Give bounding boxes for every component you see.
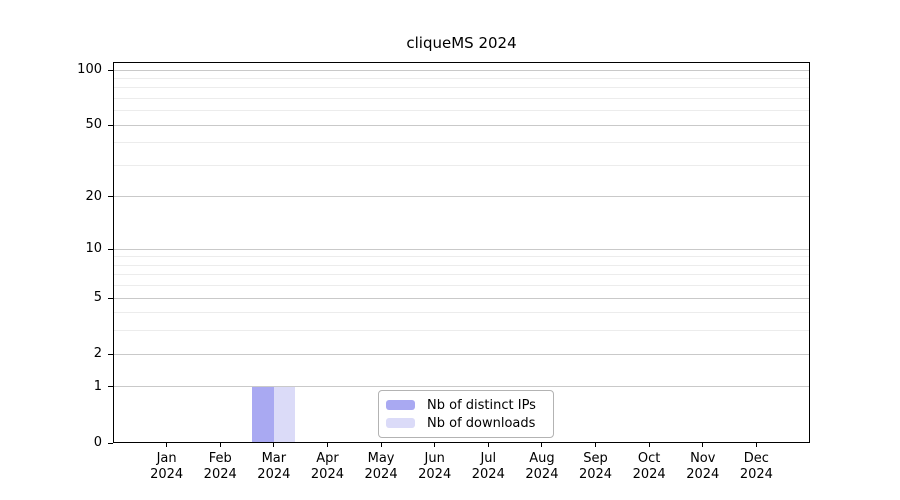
gridline-major: [113, 124, 810, 126]
x-tick: [702, 443, 704, 447]
x-tick: [487, 443, 489, 447]
y-tick-label: 10: [85, 241, 102, 257]
x-tick-label: Mar 2024: [257, 451, 291, 482]
y-tick-label: 20: [85, 188, 102, 204]
x-tick-label: Jun 2024: [418, 451, 452, 482]
bar-distinct-ips: [252, 386, 274, 443]
gridline-minor: [113, 274, 810, 276]
gridline-minor: [113, 87, 810, 89]
x-tick-label: Dec 2024: [739, 451, 773, 482]
y-tick: [108, 124, 113, 126]
y-tick-label: 0: [93, 435, 102, 450]
x-tick-label: Jul 2024: [471, 451, 505, 482]
x-tick: [434, 443, 436, 447]
legend-label-downloads: Nb of downloads: [427, 415, 536, 431]
x-tick: [595, 443, 597, 447]
bar-downloads: [273, 386, 296, 443]
x-tick-label: Apr 2024: [310, 451, 344, 482]
gridline-minor: [113, 142, 810, 144]
x-tick: [380, 443, 382, 447]
x-tick: [648, 443, 650, 447]
y-tick: [108, 196, 113, 198]
gridline-minor: [113, 164, 810, 166]
chart-title: cliqueMS 2024: [406, 34, 517, 52]
x-tick-label: Feb 2024: [203, 451, 237, 482]
x-tick: [541, 443, 543, 447]
gridline-minor: [113, 312, 810, 314]
legend-item-distinct-ips: Nb of distinct IPs: [386, 398, 546, 413]
y-tick: [108, 248, 113, 250]
y-tick: [108, 442, 113, 444]
y-tick-label: 100: [77, 62, 102, 77]
legend: Nb of distinct IPs Nb of downloads: [378, 390, 554, 438]
gridline-major: [113, 386, 810, 388]
gridline-minor: [113, 97, 810, 99]
y-tick: [108, 386, 113, 388]
gridline-minor: [113, 256, 810, 258]
gridline-major: [113, 69, 810, 71]
legend-label-distinct-ips: Nb of distinct IPs: [427, 397, 536, 413]
gridline-major: [113, 248, 810, 250]
x-tick-label: Jan 2024: [150, 451, 184, 482]
x-tick-label: Sep 2024: [578, 451, 613, 482]
gridline-minor: [113, 264, 810, 266]
y-tick: [108, 353, 113, 355]
y-tick-label: 5: [93, 290, 102, 306]
x-tick-label: May 2024: [364, 451, 398, 482]
x-tick: [755, 443, 757, 447]
legend-swatch-distinct-ips: [386, 400, 415, 410]
y-tick-label: 50: [85, 117, 102, 133]
gridline-major: [113, 353, 810, 355]
gridline-minor: [113, 110, 810, 112]
x-tick: [166, 443, 168, 447]
x-tick: [219, 443, 221, 447]
x-tick-label: Aug 2024: [525, 451, 559, 482]
legend-swatch-downloads: [386, 418, 415, 428]
gridline-minor: [113, 77, 810, 79]
gridline-major: [113, 297, 810, 299]
legend-item-downloads: Nb of downloads: [386, 416, 546, 431]
y-tick: [108, 69, 113, 71]
x-tick-label: Oct 2024: [632, 451, 666, 482]
y-tick-label: 1: [93, 378, 102, 394]
gridline-major: [113, 196, 810, 198]
y-tick: [108, 297, 113, 299]
gridline-minor: [113, 330, 810, 332]
x-tick: [326, 443, 328, 447]
gridline-minor: [113, 285, 810, 287]
x-tick-label: Nov 2024: [686, 451, 720, 482]
x-tick: [273, 443, 275, 447]
y-tick-label: 2: [93, 346, 102, 362]
